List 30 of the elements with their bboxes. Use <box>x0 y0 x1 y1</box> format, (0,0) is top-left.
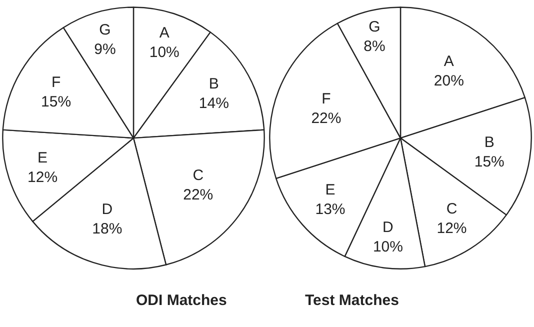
data-label: 12% <box>28 168 58 186</box>
data-label: 12% <box>436 220 467 238</box>
slice-label: F <box>322 90 331 108</box>
text: Test Matches <box>305 292 399 309</box>
data-label: 9% <box>94 41 116 58</box>
slice-label: C <box>192 166 204 184</box>
data-label: 14% <box>198 95 229 112</box>
text: ODI Matches <box>136 292 227 309</box>
data-label: 22% <box>311 110 342 127</box>
data-label: 15% <box>41 93 72 110</box>
slice-label: C <box>446 200 458 218</box>
slice-label: A <box>159 24 170 42</box>
data-label: 10% <box>149 44 180 62</box>
slice-label: B <box>208 76 219 93</box>
slice-label: D <box>382 218 394 236</box>
slice-label: D <box>102 200 113 218</box>
data-label: 20% <box>434 72 464 90</box>
slice-label: G <box>99 22 111 39</box>
data-label: 10% <box>372 238 403 256</box>
data-label: 15% <box>474 153 504 170</box>
data-label: 8% <box>364 38 386 55</box>
slice-label: G <box>368 18 380 36</box>
slice-label: F <box>51 74 61 91</box>
slice-label: E <box>325 182 336 199</box>
slice-label: B <box>484 134 494 151</box>
slice-label: A <box>444 53 454 70</box>
data-label: 18% <box>92 220 122 238</box>
slice-label: E <box>38 149 48 166</box>
data-label: 22% <box>183 186 214 204</box>
data-label: 13% <box>315 201 346 218</box>
